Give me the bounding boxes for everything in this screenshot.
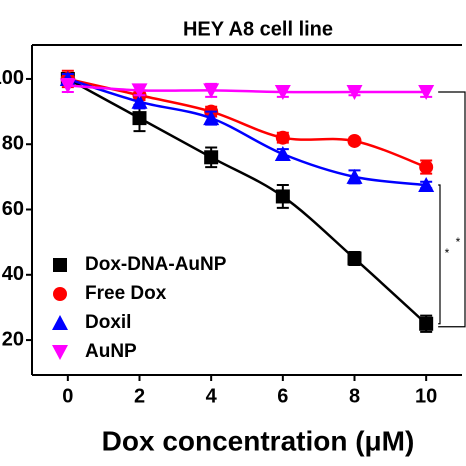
y-tick-label: 100 [0, 67, 24, 89]
fit-line [67, 84, 427, 94]
x-tick-label: 0 [62, 385, 73, 407]
data-point [419, 160, 434, 175]
x-tick-label: 6 [277, 385, 288, 407]
data-point [132, 111, 147, 126]
legend-marker [53, 287, 67, 301]
data-point [203, 83, 220, 99]
annotation: * [445, 246, 450, 260]
x-tick-label: 2 [134, 385, 145, 407]
data-point [275, 189, 290, 204]
data-point [131, 93, 148, 109]
data-point [204, 150, 219, 165]
x-tick-label: 4 [206, 385, 218, 407]
x-tick-label: 8 [349, 385, 360, 407]
y-tick-label: 80 [2, 133, 24, 155]
data-point [347, 133, 362, 148]
data-point [346, 85, 363, 101]
data-point [59, 78, 76, 94]
fit-line [67, 77, 427, 169]
data-point [274, 85, 291, 101]
fit-line [67, 77, 428, 325]
data-point [346, 168, 363, 184]
data-point [274, 146, 291, 162]
data-point [131, 83, 148, 99]
legend-label: Dox-DNA-AuNP [85, 254, 227, 275]
y-tick-label: 40 [2, 263, 24, 285]
data-point [203, 110, 220, 126]
data-point [419, 316, 434, 331]
legend-marker [53, 258, 67, 272]
legend-marker [52, 315, 68, 330]
data-point [275, 130, 290, 145]
significance-bracket [438, 91, 466, 328]
annotation: * [456, 235, 461, 249]
y-tick-label: 20 [2, 328, 24, 350]
data-point [418, 85, 435, 101]
y-tick-label: 60 [2, 198, 24, 220]
legend-label: AuNP [85, 341, 137, 362]
legend-label: Free Dox [85, 283, 167, 304]
data-point [418, 177, 435, 193]
legend-label: Doxil [85, 312, 131, 333]
significance-bracket [438, 184, 441, 325]
x-tick-label: 10 [415, 385, 437, 407]
data-point [347, 251, 362, 266]
chart-title: HEY A8 cell line [183, 18, 333, 40]
fit-line [67, 77, 427, 187]
legend-marker [52, 345, 68, 360]
x-axis-label: Dox concentration (μM) [102, 425, 415, 456]
